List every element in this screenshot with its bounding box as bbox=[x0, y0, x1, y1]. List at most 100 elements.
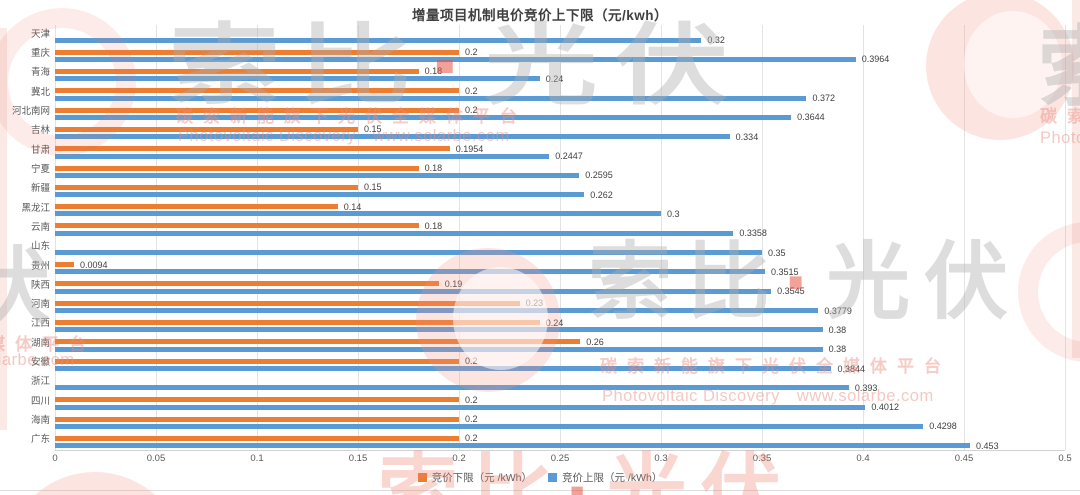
bar-upper bbox=[55, 56, 856, 62]
bar-upper bbox=[55, 288, 772, 294]
bar-value-label: 0.372 bbox=[812, 93, 835, 104]
bar-value-label: 0.4012 bbox=[871, 402, 899, 413]
bar-lower bbox=[55, 262, 74, 268]
bar-upper bbox=[55, 327, 823, 333]
bar-upper bbox=[55, 423, 924, 429]
bar-value-label: 0.3644 bbox=[797, 112, 825, 123]
axis-tick-label: 0 bbox=[52, 453, 58, 464]
bar-upper bbox=[55, 346, 823, 352]
axis-tick-label: 0.15 bbox=[348, 453, 368, 464]
bar-upper bbox=[55, 269, 766, 275]
bottom-divider bbox=[0, 490, 1080, 491]
bar-lower bbox=[55, 184, 358, 190]
category-label: 四川 bbox=[30, 395, 50, 407]
bar-value-label: 0.2595 bbox=[585, 170, 613, 181]
bar-lower bbox=[55, 300, 520, 306]
bar-upper bbox=[55, 404, 866, 410]
legend-swatch-lower-icon bbox=[417, 473, 427, 482]
bar-lower bbox=[55, 68, 419, 74]
category-label: 青海 bbox=[30, 67, 50, 79]
bar-upper bbox=[55, 153, 550, 159]
bar-value-label: 0.24 bbox=[545, 317, 564, 328]
bar-value-label: 0.3964 bbox=[861, 54, 890, 65]
axis-tick-label: 0.5 bbox=[1058, 453, 1072, 464]
bar-lower bbox=[55, 435, 459, 441]
bar-upper bbox=[55, 385, 849, 391]
legend-label-lower: 竞价下限（元 /kWh） bbox=[431, 472, 532, 484]
bar-value-label: 0.3779 bbox=[824, 305, 852, 316]
bar-lower bbox=[55, 320, 540, 326]
bar-value-label: 0.23 bbox=[525, 298, 544, 309]
bar-value-label: 0.3515 bbox=[771, 266, 799, 277]
bar-upper bbox=[55, 95, 807, 101]
axis-tick-label: 0.45 bbox=[954, 453, 974, 464]
bar-lower bbox=[55, 358, 459, 364]
category-label: 甘肃 bbox=[30, 144, 50, 156]
category-label: 江西 bbox=[30, 318, 50, 330]
gridline bbox=[1065, 25, 1066, 450]
bar-lower bbox=[55, 339, 581, 345]
category-label: 吉林 bbox=[30, 125, 50, 137]
bar-value-label: 0.453 bbox=[976, 440, 999, 451]
gridline bbox=[762, 25, 763, 450]
axis-tick-label: 0.4 bbox=[856, 453, 870, 464]
bar-lower bbox=[55, 107, 459, 113]
bar-value-label: 0.26 bbox=[586, 336, 604, 347]
bar-value-label: 0.38 bbox=[828, 344, 847, 355]
category-label: 新疆 bbox=[30, 183, 50, 195]
category-label: 安徽 bbox=[30, 357, 50, 369]
gridline bbox=[661, 25, 662, 450]
bar-upper bbox=[55, 366, 832, 371]
bar-lower bbox=[55, 223, 419, 229]
bar-lower bbox=[55, 281, 439, 287]
bar-lower bbox=[55, 88, 459, 94]
bar-value-label: 0.3358 bbox=[739, 228, 767, 239]
category-label: 广东 bbox=[30, 434, 50, 446]
bar-value-label: 0.2 bbox=[465, 47, 478, 58]
bar-value-label: 0.18 bbox=[424, 220, 443, 231]
bar-upper bbox=[55, 250, 762, 256]
bar-value-label: 0.262 bbox=[590, 189, 613, 200]
bar-value-label: 0.3545 bbox=[777, 286, 805, 297]
bar-value-label: 0.24 bbox=[545, 73, 564, 84]
bar-lower bbox=[55, 49, 459, 55]
bar-value-label: 0.18 bbox=[424, 66, 443, 77]
bar-upper bbox=[55, 172, 580, 178]
bar-lower bbox=[55, 126, 358, 132]
bar-lower bbox=[55, 204, 338, 210]
category-label: 河南 bbox=[30, 299, 50, 311]
category-label: 冀北 bbox=[30, 86, 50, 98]
legend-item-lower-limit: 竞价下限（元 /kWh） bbox=[417, 470, 532, 485]
bar-value-label: 0.2 bbox=[465, 356, 478, 367]
bar-value-label: 0.2 bbox=[465, 394, 478, 405]
bar-lower bbox=[55, 165, 419, 171]
bar-lower bbox=[55, 397, 459, 403]
axis-tick-label: 0.1 bbox=[250, 453, 264, 464]
bar-upper bbox=[55, 230, 734, 236]
category-label: 山东 bbox=[30, 241, 50, 253]
bar-value-label: 0.19 bbox=[444, 278, 463, 289]
bar-value-label: 0.393 bbox=[854, 382, 878, 393]
bar-value-label: 0.3844 bbox=[837, 363, 866, 374]
x-axis-line bbox=[55, 450, 1065, 451]
axis-tick-label: 0.25 bbox=[550, 453, 570, 464]
bar-upper bbox=[55, 308, 819, 314]
gridline bbox=[560, 25, 561, 450]
axis-tick-label: 0.35 bbox=[752, 453, 772, 464]
category-label: 河北南网 bbox=[11, 105, 50, 117]
axis-tick-label: 0.3 bbox=[654, 453, 668, 464]
legend-swatch-upper-icon bbox=[548, 473, 557, 482]
category-label: 黑龙江 bbox=[21, 202, 50, 214]
gridline bbox=[358, 25, 359, 450]
chart-title: 增量项目机制电价竞价上下限（元/kwh） bbox=[411, 8, 668, 23]
bar-lower bbox=[55, 416, 459, 422]
bar-upper bbox=[55, 211, 661, 217]
bar-value-label: 0.32 bbox=[707, 35, 725, 46]
gridline bbox=[459, 25, 460, 450]
gridline bbox=[964, 25, 965, 450]
bar-value-label: 0.1954 bbox=[455, 143, 484, 154]
legend-item-upper-limit: 竞价上限（元 /kWh） bbox=[548, 470, 662, 485]
axis-tick-label: 0.05 bbox=[146, 453, 166, 464]
